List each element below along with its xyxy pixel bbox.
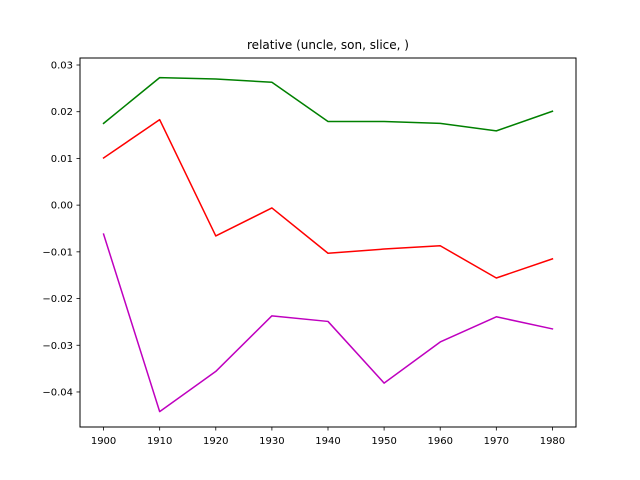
x-tick-label: 1900: [91, 436, 116, 447]
chart-title: relative (uncle, son, slice, ): [247, 38, 409, 52]
y-tick-label: −0.02: [42, 294, 73, 305]
series-layer: [102, 76, 554, 413]
y-tick-label: 0.03: [51, 61, 73, 72]
y-tick-label: 0.01: [51, 154, 73, 165]
y-tick-label: 0.00: [51, 201, 73, 212]
x-tick-label: 1970: [484, 436, 509, 447]
x-tick-label: 1950: [371, 436, 396, 447]
series-line-1: [102, 76, 554, 132]
x-tick-label: 1940: [315, 436, 340, 447]
x-axis: 1900 1910 1920 1930 1940 1950 1960 1970 1980: [91, 427, 565, 447]
x-tick-label: 1980: [540, 436, 565, 447]
y-axis: −0.04 −0.03 −0.02 −0.01 0.00 0.01 0.02 0.03: [42, 61, 80, 398]
y-tick-label: −0.03: [42, 341, 73, 352]
x-tick-label: 1960: [427, 436, 452, 447]
y-tick-label: −0.04: [42, 387, 73, 398]
x-tick-label: 1910: [147, 436, 172, 447]
x-tick-label: 1930: [259, 436, 284, 447]
y-tick-label: 0.02: [51, 107, 73, 118]
series-line-3: [102, 233, 554, 413]
plot-area-frame: [79, 57, 577, 428]
x-tick-label: 1920: [203, 436, 228, 447]
series-line-2: [102, 118, 554, 279]
y-tick-label: −0.01: [42, 247, 73, 258]
